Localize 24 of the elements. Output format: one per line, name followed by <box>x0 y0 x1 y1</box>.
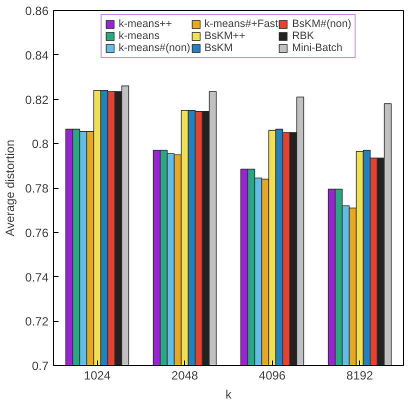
x-tick-label: 8192 <box>346 368 374 382</box>
x-tick-label: 4096 <box>258 368 286 382</box>
legend-label: k-means <box>118 30 160 42</box>
legend-label: BsKM <box>204 42 233 54</box>
legend-label: BsKM#(non) <box>292 18 352 30</box>
legend-label: k-means#(non) <box>118 42 190 54</box>
legend-label: BsKM++ <box>204 30 246 42</box>
legend-label: k-means++ <box>118 18 172 30</box>
y-tick-label: 0.7 <box>32 359 49 373</box>
y-tick-label: 0.84 <box>25 48 49 62</box>
legend-label: Mini-Batch <box>292 42 342 54</box>
y-tick-label: 0.76 <box>25 226 49 240</box>
y-tick-label: 0.86 <box>25 4 49 18</box>
y-tick-label: 0.82 <box>25 92 49 107</box>
y-tick-label: 0.78 <box>25 182 49 196</box>
y-tick-label: 0.8 <box>32 137 49 152</box>
y-tick-label: 0.72 <box>25 314 49 329</box>
x-tick-label: 2048 <box>171 368 198 382</box>
y-axis-title: Average distortion <box>3 140 18 236</box>
x-axis-title: k <box>226 388 232 402</box>
y-tick-label: 0.74 <box>25 270 49 284</box>
x-tick-label: 1024 <box>84 368 111 382</box>
legend-label: RBK <box>292 30 314 42</box>
legend-label: k-means#+Fast <box>204 18 278 30</box>
